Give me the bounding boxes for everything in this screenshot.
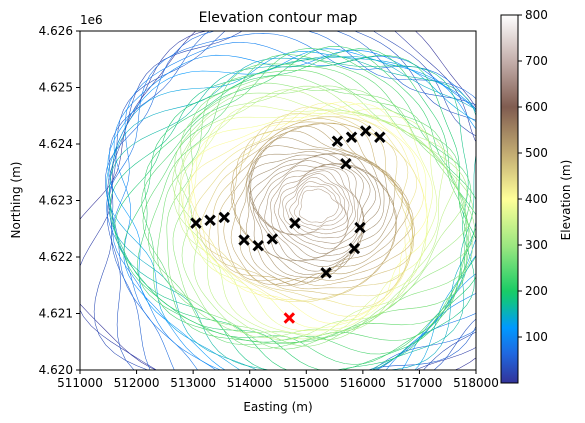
black-x-marker <box>340 158 352 170</box>
colorbar-label: Elevation (m) <box>559 160 573 241</box>
colorbar-tick-label: 600 <box>525 100 548 114</box>
contour-line <box>180 105 438 336</box>
contour-line <box>294 185 343 227</box>
y-axis-label: Northing (m) <box>9 162 23 239</box>
black-x-marker <box>354 221 366 234</box>
contour-line <box>190 101 428 324</box>
plot-background <box>80 31 476 370</box>
x-tick-label: 515000 <box>283 376 329 390</box>
contour-line <box>298 188 339 223</box>
contour-line <box>174 85 474 341</box>
contour-line <box>273 168 356 244</box>
contour-line <box>109 56 476 370</box>
y-tick-label: 4.625 <box>39 81 73 95</box>
black-x-marker <box>252 239 264 252</box>
contour-line <box>80 31 476 370</box>
contour-line <box>289 181 346 230</box>
colorbar-tick-label: 500 <box>525 146 548 160</box>
colorbar-tick-label: 800 <box>525 8 548 22</box>
contour-lines <box>80 31 476 370</box>
y-tick-label: 4.624 <box>39 137 73 151</box>
contour-line <box>188 106 417 308</box>
colorbar-tick-label: 200 <box>525 284 548 298</box>
y-tick-label: 4.626 <box>39 24 73 38</box>
y-tick-label: 4.623 <box>39 194 73 208</box>
contour-line <box>107 48 476 370</box>
x-tick-label: 512000 <box>114 376 160 390</box>
contour-line <box>166 75 473 350</box>
black-x-marker <box>190 217 202 229</box>
black-x-marker <box>289 217 301 229</box>
contour-line <box>108 56 476 370</box>
x-axis-label: Easting (m) <box>243 400 312 414</box>
y-axis: 4.620 4.621 4.622 4.623 4.624 4.625 4.626 <box>39 24 80 377</box>
y-tick-label: 4.620 <box>39 363 73 377</box>
x-axis: 511000 512000 513000 514000 515000 516000 5170… <box>57 370 499 390</box>
markers <box>190 125 386 324</box>
black-x-marker <box>218 211 230 224</box>
contour-line <box>282 173 350 235</box>
contour-line <box>249 151 390 275</box>
contour-line <box>137 46 476 365</box>
contour-line <box>231 125 404 287</box>
contour-line <box>172 82 475 347</box>
contour-line <box>270 166 359 250</box>
x-tick-label: 513000 <box>170 376 216 390</box>
contour-line <box>105 51 476 370</box>
colorbar-tick-label: 300 <box>525 238 548 252</box>
black-x-marker <box>204 214 216 226</box>
contour-line <box>223 122 414 286</box>
contour-line <box>114 55 476 370</box>
colorbar-tick-label: 100 <box>525 330 548 344</box>
x-tick-label: 518000 <box>453 376 499 390</box>
black-x-marker <box>345 131 358 143</box>
black-x-marker <box>320 267 332 279</box>
y-offset-label: 1e6 <box>80 13 103 27</box>
colorbar-tick-label: 700 <box>525 54 548 68</box>
contour-line <box>278 170 353 239</box>
x-tick-label: 517000 <box>397 376 443 390</box>
colorbar <box>500 14 519 384</box>
contour-line <box>142 54 469 344</box>
chart-title: Elevation contour map <box>199 10 358 26</box>
black-x-marker <box>374 131 386 143</box>
contour-line <box>285 177 348 233</box>
contour-line <box>188 102 424 317</box>
y-tick-label: 4.622 <box>39 250 73 264</box>
contour-line <box>109 59 475 370</box>
contour-line <box>148 63 470 345</box>
colorbar-ticks: 100 200 300 400 500 600 700 800 <box>518 8 548 344</box>
contour-line <box>230 123 410 285</box>
black-x-marker <box>266 233 279 245</box>
black-x-marker <box>238 234 250 246</box>
black-x-marker <box>359 125 372 137</box>
contour-line <box>141 48 472 355</box>
contour-line <box>123 48 476 370</box>
black-x-marker <box>348 242 361 255</box>
contour-line <box>182 108 433 331</box>
x-tick-label: 511000 <box>57 376 103 390</box>
contour-line <box>234 130 397 286</box>
red-x-marker <box>283 312 296 324</box>
x-tick-label: 514000 <box>227 376 273 390</box>
black-x-marker <box>331 135 344 147</box>
contour-line <box>248 153 385 272</box>
contour-line <box>187 103 429 329</box>
y-tick-label: 4.621 <box>39 307 73 321</box>
contour-line <box>192 113 414 302</box>
colorbar-tick-label: 400 <box>525 192 548 206</box>
contour-line <box>178 96 445 340</box>
x-tick-label: 516000 <box>340 376 386 390</box>
